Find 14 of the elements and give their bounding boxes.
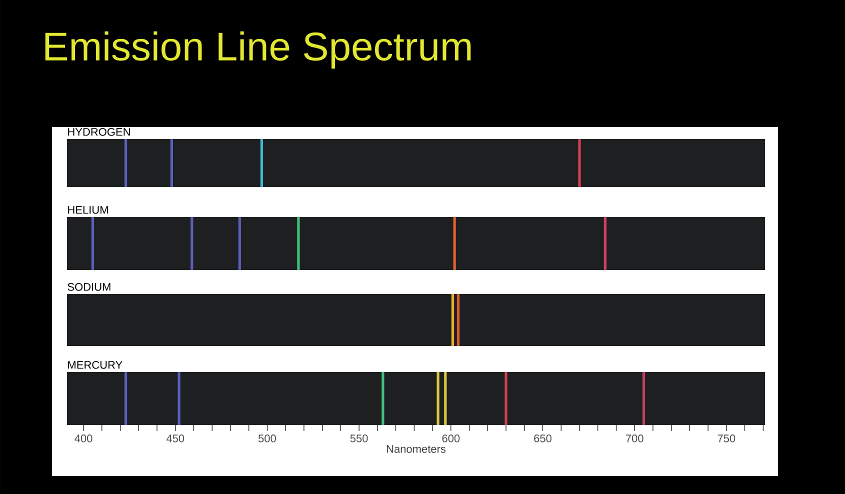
x-axis-title: Nanometers (386, 445, 446, 453)
chart-title: SODIUM (68, 283, 110, 291)
x-tick-label: 500 (258, 434, 276, 442)
x-tick-label: 600 (442, 434, 460, 442)
x-tick-label: 400 (74, 434, 92, 442)
chart-title: Emission Line Spectrum (45, 31, 471, 69)
chart-subtitle: HYDROGEN (68, 128, 130, 136)
x-tick-label: 750 (718, 434, 736, 442)
x-tick-label: 650 (534, 434, 552, 442)
x-tick-label: 450 (166, 434, 184, 442)
chart-title: MERCURY (68, 361, 122, 369)
chart-title: HELIUM (68, 206, 108, 214)
x-tick-label: 700 (626, 434, 644, 442)
x-tick-label: 550 (350, 434, 368, 442)
